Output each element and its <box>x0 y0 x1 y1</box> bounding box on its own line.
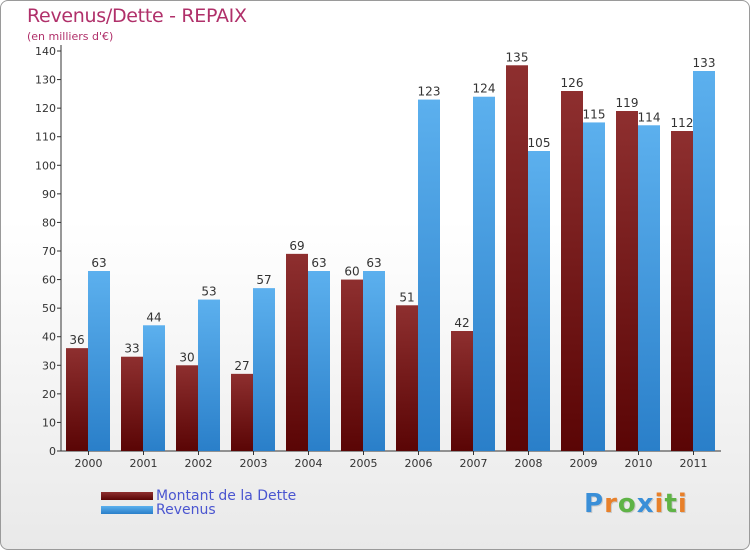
logo-letter: i <box>654 489 665 519</box>
chart-bars <box>66 65 715 452</box>
chart-axes: 0 10 20 30 40 50 60 70 80 90 100 110 120 130 140 2000 20… <box>35 45 721 470</box>
data-label-revenus-2001: 44 <box>146 310 161 324</box>
data-label-revenus-2006: 123 <box>418 85 441 99</box>
x-tick-label: 2011 <box>680 457 708 470</box>
logo-letter: o <box>617 489 637 519</box>
data-label-dette-2010: 119 <box>616 96 639 110</box>
x-tick-label: 2003 <box>240 457 268 470</box>
chart-data-labels: 36 63 33 44 30 53 27 57 69 63 60 63 51 123 42 124 135 105… <box>69 50 715 373</box>
data-label-dette-2006: 51 <box>399 290 414 304</box>
bar-dette-2005 <box>341 279 363 451</box>
x-tick-label: 2002 <box>185 457 213 470</box>
y-tick-label: 10 <box>42 416 56 429</box>
x-tick-label: 2008 <box>515 457 543 470</box>
bar-dette-2003 <box>231 373 253 451</box>
y-tick-label: 0 <box>49 445 56 458</box>
bar-revenus-2004 <box>308 271 330 451</box>
x-tick-label: 2001 <box>130 457 158 470</box>
y-tick-label: 130 <box>35 74 56 87</box>
bar-dette-2009 <box>561 91 583 451</box>
bar-dette-2006 <box>396 305 418 451</box>
y-tick-label: 120 <box>35 102 56 115</box>
logo-letter: r <box>604 489 618 519</box>
bar-dette-2011 <box>671 131 693 451</box>
bar-revenus-2003 <box>253 288 275 451</box>
y-tick-label: 90 <box>42 188 56 201</box>
bar-revenus-2008 <box>528 151 550 451</box>
bar-dette-2008 <box>506 65 528 452</box>
bar-dette-2002 <box>176 365 198 451</box>
data-label-revenus-2010: 114 <box>638 110 661 124</box>
bar-dette-2004 <box>286 253 308 451</box>
bar-revenus-2002 <box>198 299 220 451</box>
data-label-dette-2000: 36 <box>69 333 84 347</box>
bar-revenus-2007 <box>473 96 495 451</box>
data-label-revenus-2009: 115 <box>583 107 606 121</box>
data-label-revenus-2003: 57 <box>256 273 271 287</box>
logo-letter: t <box>664 489 678 519</box>
bar-dette-2000 <box>66 348 88 451</box>
bar-revenus-2009 <box>583 122 605 451</box>
bar-revenus-2010 <box>638 125 660 452</box>
y-tick-label: 70 <box>42 245 56 258</box>
data-label-revenus-2002: 53 <box>201 285 216 299</box>
x-tick-label: 2010 <box>625 457 653 470</box>
y-tick-label: 20 <box>42 388 56 401</box>
data-label-dette-2008: 135 <box>506 50 529 64</box>
data-label-dette-2009: 126 <box>561 76 584 90</box>
x-tick-label: 2004 <box>295 457 323 470</box>
bar-revenus-2005 <box>363 271 385 451</box>
x-tick-label: 2007 <box>460 457 488 470</box>
proxiti-logo: Proxiti <box>584 489 688 519</box>
legend-swatch-dette <box>101 492 153 500</box>
data-label-revenus-2005: 63 <box>366 256 381 270</box>
data-label-dette-2004: 69 <box>289 239 304 253</box>
data-label-dette-2001: 33 <box>124 342 139 356</box>
legend-label-revenus: Revenus <box>156 502 216 518</box>
logo-letter: i <box>677 489 688 519</box>
legend-swatch-revenus <box>101 506 153 514</box>
y-tick-label: 110 <box>35 131 56 144</box>
logo-letter: x <box>636 489 655 519</box>
y-tick-label: 30 <box>42 359 56 372</box>
bar-revenus-2006 <box>418 99 440 452</box>
chart-title: Revenus/Dette - REPAIX <box>27 5 247 27</box>
data-label-revenus-2011: 133 <box>693 56 716 70</box>
bar-dette-2010 <box>616 111 638 451</box>
y-tick-label: 40 <box>42 331 56 344</box>
x-tick-label: 2000 <box>75 457 103 470</box>
data-label-dette-2007: 42 <box>454 316 469 330</box>
y-tick-label: 140 <box>35 45 56 58</box>
x-tick-label: 2005 <box>350 457 378 470</box>
y-tick-label: 100 <box>35 159 56 172</box>
bar-revenus-2000 <box>88 271 110 451</box>
legend-label-dette: Montant de la Dette <box>156 488 297 504</box>
data-label-revenus-2000: 63 <box>91 256 106 270</box>
data-label-dette-2003: 27 <box>234 359 249 373</box>
x-tick-label: 2009 <box>570 457 598 470</box>
bar-dette-2001 <box>121 356 143 451</box>
chart-subtitle: (en milliers d'€) <box>27 30 114 43</box>
bar-revenus-2001 <box>143 325 165 451</box>
logo-letter: P <box>584 489 605 519</box>
data-label-revenus-2007: 124 <box>473 82 496 96</box>
bar-dette-2007 <box>451 331 473 451</box>
data-label-revenus-2004: 63 <box>311 256 326 270</box>
y-tick-label: 60 <box>42 274 56 287</box>
legend-item-dette: Montant de la Dette <box>101 488 296 504</box>
bar-revenus-2011 <box>693 71 715 451</box>
data-label-revenus-2008: 105 <box>528 136 551 150</box>
data-label-dette-2011: 112 <box>671 116 694 130</box>
data-label-dette-2002: 30 <box>179 350 194 364</box>
y-tick-label: 80 <box>42 216 56 229</box>
data-label-dette-2005: 60 <box>344 265 359 279</box>
y-tick-label: 50 <box>42 302 56 315</box>
x-tick-label: 2006 <box>405 457 433 470</box>
legend-item-revenus: Revenus <box>101 502 216 518</box>
